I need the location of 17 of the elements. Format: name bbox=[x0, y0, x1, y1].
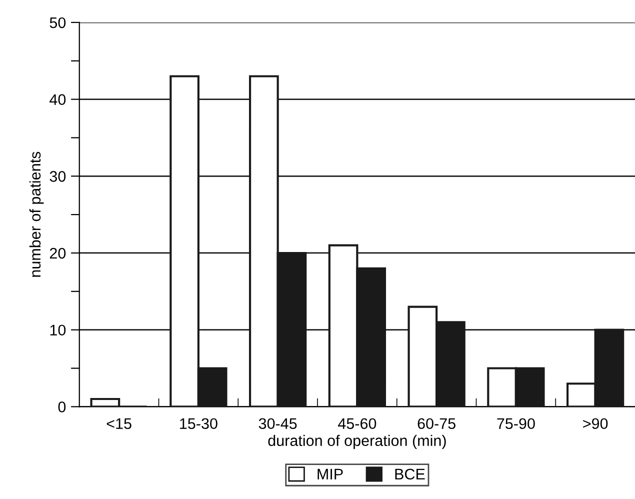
x-tick-label: 30-45 bbox=[258, 418, 297, 430]
x-tick-label: 45-60 bbox=[338, 418, 376, 430]
y-axis-title: number of patients bbox=[29, 152, 44, 277]
x-tick-label: 60-75 bbox=[418, 418, 456, 430]
x-tick-label: 15-30 bbox=[180, 418, 218, 430]
y-tick-label: 30 bbox=[50, 171, 66, 182]
y-tick-label: 10 bbox=[50, 324, 66, 336]
x-tick-label: <15 bbox=[106, 418, 132, 430]
legend-label: BCE bbox=[395, 468, 425, 480]
x-tick-label: >90 bbox=[583, 418, 608, 430]
y-tick-label: 40 bbox=[50, 94, 66, 105]
legend-label: MIP bbox=[318, 468, 343, 480]
y-tick-label: 20 bbox=[50, 248, 66, 259]
x-tick-label: 75-90 bbox=[497, 418, 535, 430]
x-axis-title: duration of operation (min) bbox=[268, 434, 446, 450]
y-tick-label: 50 bbox=[50, 17, 66, 28]
y-tick-label: 0 bbox=[58, 402, 66, 412]
